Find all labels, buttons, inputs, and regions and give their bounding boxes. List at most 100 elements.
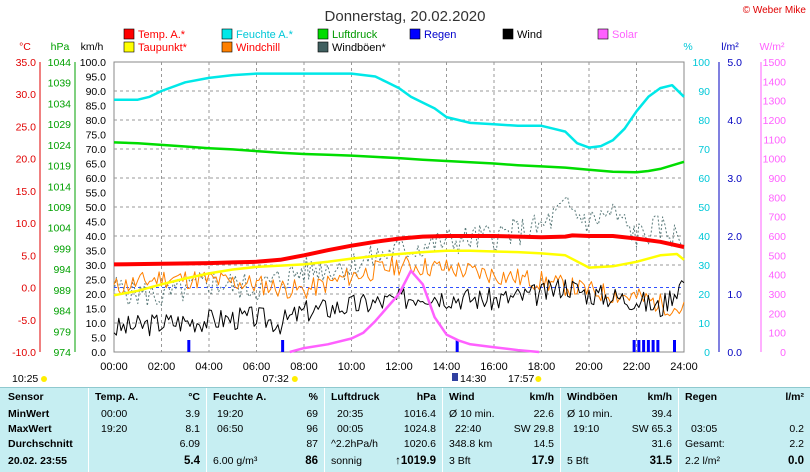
press-tick-label: 1039: [48, 78, 72, 90]
solar-tick-label: 0: [780, 347, 786, 359]
sunrise-label: 07:32: [263, 373, 289, 385]
wind-max-time: 22:40: [455, 423, 482, 435]
solar-tick-label: 1100: [763, 134, 786, 146]
rain-bar: [632, 340, 636, 352]
rain-tick-label: 0.0: [727, 347, 742, 359]
temp-tick-label: 0.0: [21, 283, 36, 295]
press-tick-label: 1044: [48, 57, 72, 69]
wind-tick-label: 40.0: [86, 231, 107, 243]
wind-tick-label: 15.0: [86, 304, 107, 316]
temp-tick-label: -10.0: [12, 347, 36, 359]
rain-bar: [656, 340, 660, 352]
sun-markers: 10:25 07:32 14:30 17:57: [12, 373, 542, 385]
moon-set-label: 10:25: [12, 373, 38, 385]
col-temp: Temp. A. °C 00:00 3.9 19:20 8.1 6.09 5.4: [89, 388, 207, 472]
x-tick-label: 08:00: [290, 361, 318, 373]
axes: 35.0 30.0 25.0 20.0 15.0 10.0 5.0 0.0 -5.0 -10.0 1…: [12, 57, 786, 359]
press-tick-label: 979: [53, 326, 71, 338]
rain-bar: [637, 340, 641, 352]
gust-max: SW 65.3: [631, 423, 672, 435]
rain-max-time: 03:05: [691, 423, 718, 435]
hum-min: 69: [306, 408, 318, 420]
solar-tick-label: 500: [768, 250, 786, 262]
temp-max: 8.1: [185, 423, 200, 435]
temp-max-time: 19:20: [101, 423, 128, 435]
hum-tick-label: 10: [698, 318, 710, 330]
gust-bft: 5 Bft: [567, 455, 589, 467]
solar-tick-label: 300: [768, 289, 786, 301]
legend-label: Regen: [424, 29, 456, 41]
press-min-time: 20:35: [337, 408, 364, 420]
wind-tick-label: 30.0: [86, 260, 107, 272]
col-gust: Windböen km/h Ø 10 min. 39.4 19:10 SW 65.3 …: [561, 388, 679, 472]
stats-table: Sensor MinWert MaxWert Durchschnitt 20.0…: [0, 387, 810, 472]
temp-tick-label: 30.0: [16, 89, 37, 101]
legend-swatch: [317, 41, 329, 53]
wind-tick-label: 100.0: [80, 57, 106, 69]
temp-tick-label: 15.0: [16, 186, 37, 198]
hdr-temp-unit: °C: [188, 391, 200, 403]
legend-swatch: [409, 28, 421, 40]
legend-swatch: [123, 28, 135, 40]
solar-tick-label: 400: [768, 270, 786, 282]
press-tick-label: 1034: [48, 98, 72, 110]
moon-icon: [41, 376, 47, 382]
x-tick-label: 00:00: [100, 361, 128, 373]
hdr-hum: Feuchte A.: [213, 391, 267, 403]
hum-min-time: 19:20: [217, 408, 244, 420]
wind-tick-label: 65.0: [86, 159, 107, 171]
solar-tick-label: 200: [768, 308, 786, 320]
hdr-temp: Temp. A.: [95, 391, 139, 403]
press-tick-label: 1024: [48, 140, 72, 152]
label-min: MinWert: [8, 408, 50, 420]
label-max: MaxWert: [8, 423, 52, 435]
hum-abs: 6.00 g/m³: [213, 455, 258, 467]
wind-now: 17.9: [531, 455, 554, 467]
hum-tick-label: 30: [698, 260, 710, 272]
press-tick-label: 989: [53, 285, 71, 297]
wind-tick-label: 35.0: [86, 246, 107, 258]
x-tick-label: 10:00: [338, 361, 366, 373]
press-tick-label: 994: [53, 264, 71, 276]
series-line-feuchtea: [114, 72, 685, 149]
rain-tick-label: 5.0: [727, 57, 742, 69]
moon-label: 14:30: [460, 373, 486, 385]
press-min: 1016.4: [403, 408, 436, 420]
x-tick-label: 22:00: [623, 361, 651, 373]
legend-label: Feuchte A.*: [236, 29, 294, 41]
rain-tick-label: 4.0: [727, 115, 742, 127]
weather-chart: Donnerstag, 20.02.2020 © Weber Mike Temp…: [12, 5, 807, 385]
wind-avg10: 22.6: [533, 408, 554, 420]
hdr-wind-unit: km/h: [529, 391, 554, 403]
rain-tick-label: 1.0: [727, 289, 742, 301]
hum-now: 86: [305, 455, 318, 467]
series-line-solar: [289, 269, 540, 354]
wind-tick-label: 75.0: [86, 130, 107, 142]
solar-tick-label: 1000: [763, 154, 787, 166]
solar-tick-label: 1400: [763, 76, 787, 88]
legend: Temp. A.* Feuchte A.* Luftdruck Regen Wind So…: [123, 28, 638, 54]
credit-text: © Weber Mike: [743, 5, 807, 16]
wind-tick-label: 5.0: [91, 333, 106, 345]
sunrise-icon: [291, 376, 298, 382]
hum-tick-label: 90: [698, 86, 710, 98]
hdr-rain-unit: l/m²: [785, 391, 804, 403]
series-line-taupunkt: [113, 249, 685, 297]
temp-tick-label: 35.0: [16, 57, 37, 69]
rain-total: 2.2: [789, 438, 804, 450]
hdr-gust-unit: km/h: [647, 391, 672, 403]
wind-max: SW 29.8: [513, 423, 554, 435]
hdr-press-unit: hPa: [416, 391, 436, 403]
hum-tick-label: 40: [698, 231, 710, 243]
grid: [114, 62, 684, 352]
x-tick-label: 02:00: [148, 361, 176, 373]
legend-swatch: [597, 28, 609, 40]
gust-avg10: 39.4: [651, 408, 672, 420]
hdr-hum-unit: %: [308, 391, 318, 403]
wind-tick-label: 50.0: [86, 202, 107, 214]
rain-unit-label: l/m²: [721, 41, 739, 53]
wind-avg: 14.5: [533, 438, 554, 450]
col-wind: Wind km/h Ø 10 min. 22.6 22:40 SW 29.8 348.…: [443, 388, 561, 472]
legend-label: Wind: [517, 29, 542, 41]
wind-avg-label: Ø 10 min.: [449, 408, 495, 420]
